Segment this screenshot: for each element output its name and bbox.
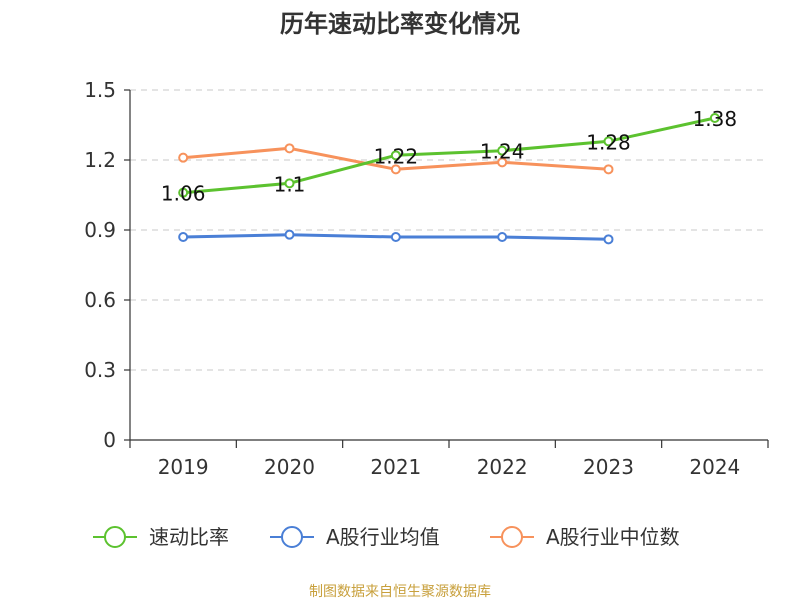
legend-label: A股行业中位数	[546, 525, 680, 549]
data-label: 1.24	[480, 140, 525, 164]
data-point	[284, 178, 295, 189]
data-point	[284, 143, 295, 154]
data-point	[390, 232, 401, 242]
legend-marker	[104, 526, 126, 548]
grid-lines	[130, 89, 768, 371]
data-label: 1.22	[374, 144, 419, 168]
data-point	[390, 150, 401, 161]
data-labels: 1.06 1.1 1.22 1.24 1.28 1.38	[161, 107, 737, 206]
data-label: 1.38	[693, 107, 738, 131]
data-point	[603, 136, 614, 147]
data-point	[284, 229, 295, 240]
y-tick-label: 0	[103, 428, 116, 452]
data-label: 1.1	[274, 172, 306, 196]
y-tick-label: 1.5	[84, 78, 116, 102]
data-point	[390, 164, 401, 175]
data-point	[178, 232, 189, 242]
source-note: 制图数据来自恒生聚源数据库	[309, 584, 491, 600]
x-tick-label: 2020	[264, 455, 315, 479]
data-label: 1.28	[586, 130, 631, 154]
legend-label: 速动比率	[149, 525, 229, 549]
x-tick-label: 2023	[583, 455, 634, 479]
y-tick-label: 0.6	[84, 288, 116, 312]
x-tick-label: 2022	[477, 455, 528, 479]
legend-marker	[501, 526, 523, 548]
legend-marker	[281, 526, 303, 548]
series-line	[183, 116, 716, 195]
y-tick-label: 0.9	[84, 218, 116, 242]
data-point	[709, 113, 720, 123]
y-tick-label: 0.3	[84, 358, 116, 382]
chart-title: 历年速动比率变化情况	[280, 10, 520, 38]
x-tick-label: 2024	[689, 455, 740, 479]
data-point	[178, 187, 189, 198]
series-layer	[178, 113, 720, 245]
legend-label: A股行业均值	[326, 525, 440, 549]
data-point	[603, 164, 614, 175]
axes: 0 0.3 0.6 0.9 1.2 1.5 2019 2020 2021 2022 2023 2024	[84, 78, 769, 479]
data-point	[497, 145, 508, 156]
data-point	[178, 152, 189, 163]
data-point	[603, 234, 614, 245]
legend: 速动比率 A股行业均值 A股行业中位数	[93, 525, 680, 549]
x-tick-label: 2021	[370, 455, 421, 479]
data-label: 1.06	[161, 182, 206, 206]
data-point	[497, 157, 508, 168]
x-tick-label: 2019	[158, 455, 209, 479]
y-tick-label: 1.2	[84, 148, 116, 172]
data-point	[497, 232, 508, 242]
